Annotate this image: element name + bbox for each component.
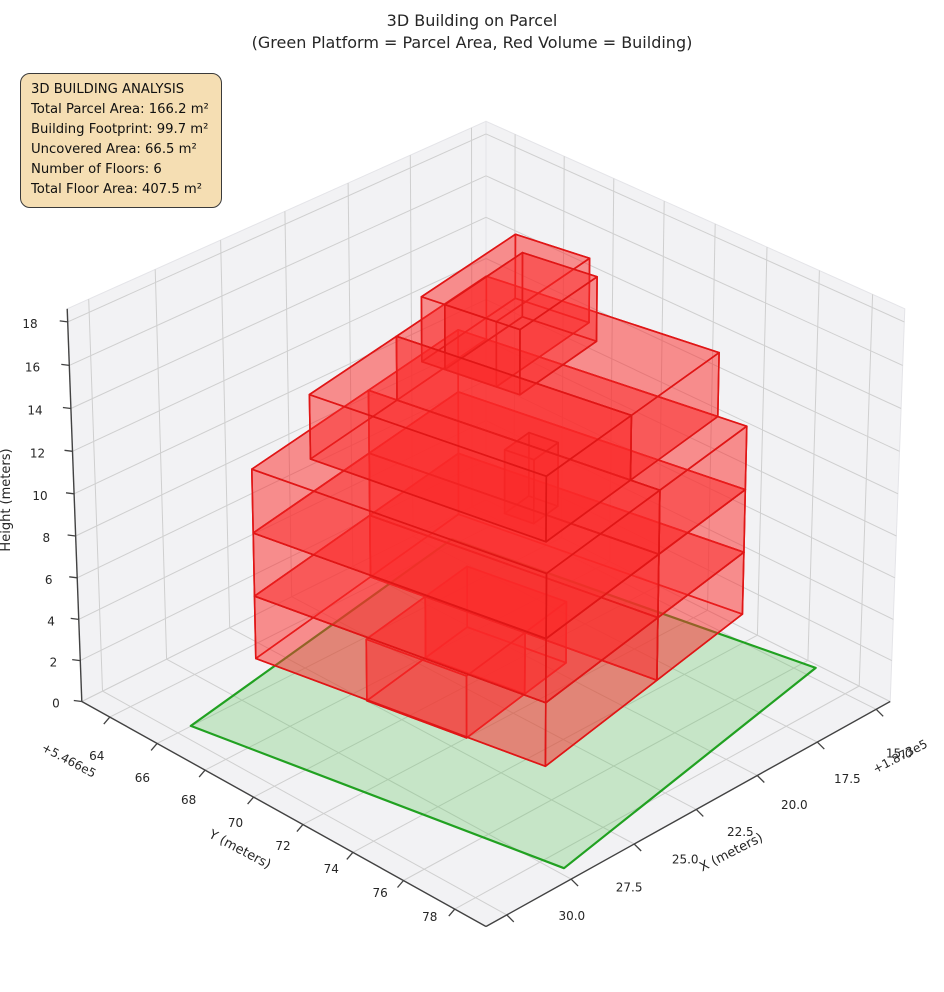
- building-box: [308, 335, 633, 543]
- x-axis-offset-label: +1.873e5: [871, 737, 930, 776]
- info-row: Total Floor Area: 407.5 m²: [31, 182, 203, 198]
- z-tick-label: 4: [47, 614, 55, 628]
- building-volume: [251, 233, 748, 768]
- info-box-title: 3D BUILDING ANALYSIS: [31, 82, 185, 97]
- building-box: [503, 431, 560, 525]
- plot-title: 3D Building on Parcel: [387, 11, 558, 30]
- info-box: 3D BUILDING ANALYSIS Total Parcel Area: …: [20, 73, 222, 209]
- axis-lines: [59, 308, 891, 928]
- z-tick-label: 18: [22, 317, 37, 331]
- plot-subtitle: (Green Platform = Parcel Area, Red Volum…: [252, 33, 693, 52]
- z-tick-label: 0: [52, 697, 60, 711]
- z-axis-label: Height (meters): [0, 448, 14, 551]
- gridlines: [67, 127, 905, 916]
- x-tick-label: 25.0: [672, 852, 699, 866]
- y-axis-label: Y (meters): [205, 827, 273, 873]
- building-box: [251, 389, 661, 640]
- tick-labels: 15.017.520.022.525.027.530.0646668707274…: [22, 317, 912, 924]
- y-tick-label: 78: [422, 910, 437, 924]
- info-row: Number of Floors: 6: [31, 162, 162, 178]
- z-tick-label: 16: [25, 360, 40, 374]
- z-tick-label: 12: [30, 446, 45, 460]
- y-tick-label: 70: [228, 816, 243, 830]
- z-tick-label: 14: [27, 404, 42, 418]
- building-box: [395, 275, 720, 481]
- building-box: [252, 452, 660, 704]
- x-tick-label: 30.0: [558, 909, 585, 923]
- x-tick-label: 22.5: [727, 825, 754, 839]
- x-tick-label: 17.5: [834, 772, 861, 786]
- z-tick-label: 8: [42, 531, 50, 545]
- scene: 15.017.520.022.525.027.530.0646668707274…: [22, 120, 913, 928]
- y-tick-label: 74: [324, 862, 339, 876]
- info-row: Uncovered Area: 66.5 m²: [31, 142, 197, 158]
- x-tick-label: 20.0: [781, 798, 808, 812]
- x-tick-label: 15.0: [886, 746, 913, 760]
- z-tick-label: 6: [45, 573, 53, 587]
- z-tick-label: 10: [32, 489, 47, 503]
- parcel-surface: [189, 537, 817, 870]
- info-row: Total Parcel Area: 166.2 m²: [31, 102, 209, 118]
- y-tick-label: 76: [373, 886, 388, 900]
- y-tick-label: 64: [89, 749, 104, 763]
- x-tick-label: 27.5: [616, 880, 643, 894]
- y-tick-label: 72: [275, 839, 290, 853]
- y-tick-label: 66: [135, 771, 150, 785]
- info-row: Building Footprint: 99.7 m²: [31, 122, 209, 138]
- building-box: [367, 328, 748, 556]
- y-tick-label: 68: [181, 793, 196, 807]
- z-tick-label: 2: [50, 656, 58, 670]
